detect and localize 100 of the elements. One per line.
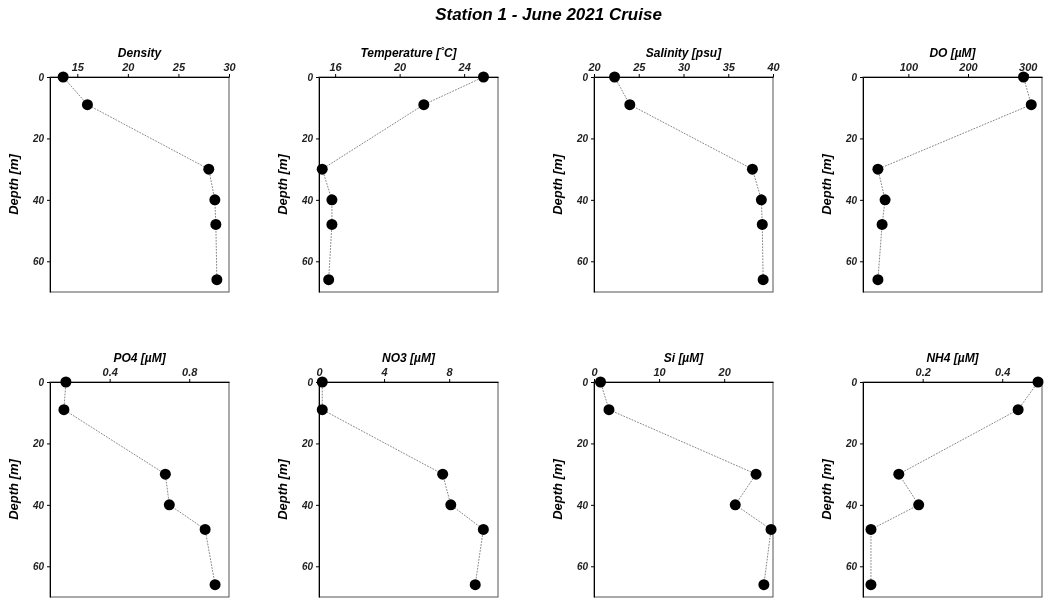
point — [865, 579, 877, 591]
y-tick-label: 20 — [844, 133, 858, 145]
x-tick-label: 0.8 — [182, 366, 199, 378]
point — [750, 468, 762, 480]
point — [326, 194, 338, 206]
y-tick-label: 20 — [31, 133, 45, 145]
point — [865, 523, 877, 535]
point — [199, 523, 211, 535]
x-tick-label: 24 — [457, 61, 471, 73]
point — [595, 376, 607, 388]
point — [445, 499, 457, 511]
point — [60, 376, 72, 388]
point — [1018, 71, 1029, 83]
point — [326, 218, 338, 230]
x-tick-label: 30 — [223, 61, 237, 73]
point — [603, 404, 615, 416]
y-tick-label: 0 — [851, 376, 858, 388]
x-axis-title: PO4 [µM] — [113, 351, 167, 365]
y-tick-label: 0 — [851, 71, 858, 83]
x-axis-title: Density — [117, 46, 163, 60]
point — [746, 163, 758, 175]
point — [437, 468, 449, 480]
y-tick-label: 60 — [301, 560, 314, 572]
x-tick-label: 4 — [380, 366, 388, 378]
point — [765, 523, 777, 535]
y-tick-label: 0 — [38, 376, 45, 388]
y-axis-title: Depth [m] — [275, 153, 290, 215]
y-tick-label: 60 — [32, 560, 45, 572]
chart-title: Station 1 - June 2021 Cruise — [435, 5, 662, 24]
point — [609, 71, 621, 83]
y-tick-label: 60 — [576, 560, 589, 572]
x-tick-label: 25 — [171, 61, 186, 73]
point — [163, 499, 175, 511]
x-tick-label: 20 — [393, 61, 408, 73]
y-axis-title: Depth [m] — [819, 153, 834, 215]
y-tick-label: 20 — [300, 438, 314, 450]
point — [757, 274, 769, 286]
y-tick-label: 60 — [301, 255, 314, 267]
y-tick-label: 20 — [575, 133, 589, 145]
point — [316, 404, 328, 416]
y-axis-title: Depth [m] — [819, 458, 834, 520]
y-tick-label: 20 — [31, 438, 45, 450]
point — [872, 163, 884, 175]
point — [893, 468, 905, 480]
x-tick-label: 20 — [717, 366, 732, 378]
point — [624, 99, 636, 111]
point — [1032, 376, 1044, 388]
y-tick-label: 20 — [575, 438, 589, 450]
x-tick-label: 0 — [316, 366, 324, 378]
y-tick-label: 40 — [575, 194, 589, 206]
x-tick-label: 35 — [722, 61, 736, 73]
point — [477, 71, 489, 83]
y-tick-label: 0 — [307, 71, 314, 83]
point — [210, 218, 222, 230]
point — [729, 499, 741, 511]
point — [323, 274, 335, 286]
point — [758, 579, 770, 591]
x-tick-label: 0.4 — [995, 366, 1011, 378]
y-tick-label: 0 — [307, 376, 314, 388]
point — [872, 274, 884, 286]
x-tick-label: 200 — [958, 61, 979, 73]
point — [755, 194, 767, 206]
y-tick-label: 40 — [31, 499, 45, 511]
y-tick-label: 0 — [582, 71, 589, 83]
x-tick-label: 16 — [329, 61, 343, 73]
point — [469, 579, 481, 591]
x-axis-title: Salinity [psu] — [645, 46, 723, 60]
y-tick-label: 40 — [575, 499, 589, 511]
y-axis-title: Depth [m] — [6, 458, 21, 520]
y-tick-label: 0 — [38, 71, 45, 83]
y-tick-label: 60 — [845, 255, 858, 267]
point — [1025, 99, 1037, 111]
y-axis-title: Depth [m] — [550, 153, 565, 215]
x-tick-label: 0.4 — [102, 366, 118, 378]
x-axis-title: NO3 [µM] — [382, 351, 436, 365]
point — [316, 376, 328, 388]
x-tick-label: 40 — [766, 61, 781, 73]
point — [159, 468, 171, 480]
x-tick-label: 25 — [632, 61, 647, 73]
y-tick-label: 20 — [300, 133, 314, 145]
x-axis-title: NH4 [µM] — [926, 351, 980, 365]
point — [756, 218, 768, 230]
x-tick-label: 15 — [71, 61, 85, 73]
point — [209, 194, 221, 206]
y-tick-label: 20 — [844, 438, 858, 450]
y-tick-label: 40 — [844, 194, 858, 206]
point — [879, 194, 891, 206]
y-tick-label: 60 — [845, 560, 858, 572]
y-axis-title: Depth [m] — [550, 458, 565, 520]
x-tick-label: 300 — [1019, 61, 1039, 73]
point — [203, 163, 215, 175]
x-tick-label: 0.2 — [915, 366, 931, 378]
point — [876, 218, 888, 230]
point — [316, 163, 328, 175]
x-axis-title: DO [µM] — [929, 46, 977, 60]
point — [58, 404, 70, 416]
y-tick-label: 60 — [32, 255, 45, 267]
point — [477, 523, 489, 535]
x-tick-label: 20 — [121, 61, 136, 73]
point — [209, 579, 221, 591]
